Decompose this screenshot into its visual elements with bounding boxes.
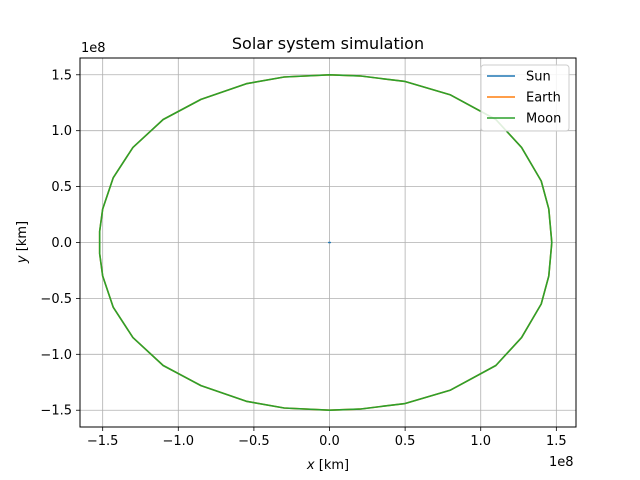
x-tick-label: −1.5 — [87, 434, 119, 449]
x-offset-text: 1e8 — [549, 455, 574, 470]
chart-title: Solar system simulation — [232, 34, 424, 53]
y-offset-text: 1e8 — [81, 41, 106, 56]
x-tick-label: 0.5 — [395, 434, 416, 449]
y-axis-label-var: y — [15, 255, 30, 264]
x-axis-label: x [km] — [306, 458, 349, 473]
legend-label-sun: Sun — [526, 70, 551, 85]
x-tick-label: 1.0 — [470, 434, 491, 449]
y-tick-label: 1.0 — [51, 124, 72, 139]
x-axis-label-unit: [km] — [315, 458, 349, 473]
x-tick-label: −0.5 — [238, 434, 270, 449]
ticks: −1.5 −1.0 −0.5 0.0 0.5 1.0 1.5 −1.5 −1.0 −0.5 0.0 0… — [40, 68, 566, 449]
legend-label-earth: Earth — [526, 91, 561, 106]
y-tick-label: 1.5 — [51, 68, 72, 83]
y-tick-label: −1.0 — [40, 348, 72, 363]
x-axis-label-var: x — [306, 458, 315, 473]
legend: Sun Earth Moon — [480, 64, 570, 132]
y-tick-label: 0.5 — [51, 180, 72, 195]
series-lines — [98, 73, 553, 412]
y-tick-label: −0.5 — [40, 292, 72, 307]
y-axis-label: y [km] — [15, 221, 30, 264]
series-line-moon — [98, 73, 553, 412]
y-tick-label: −1.5 — [40, 404, 72, 419]
y-axis-label-unit: [km] — [15, 221, 30, 255]
x-tick-label: 1.5 — [546, 434, 567, 449]
x-tick-label: 0.0 — [319, 434, 340, 449]
legend-label-moon: Moon — [526, 112, 561, 127]
y-tick-label: 0.0 — [51, 236, 72, 251]
x-tick-label: −1.0 — [163, 434, 195, 449]
legend-box — [480, 64, 570, 132]
